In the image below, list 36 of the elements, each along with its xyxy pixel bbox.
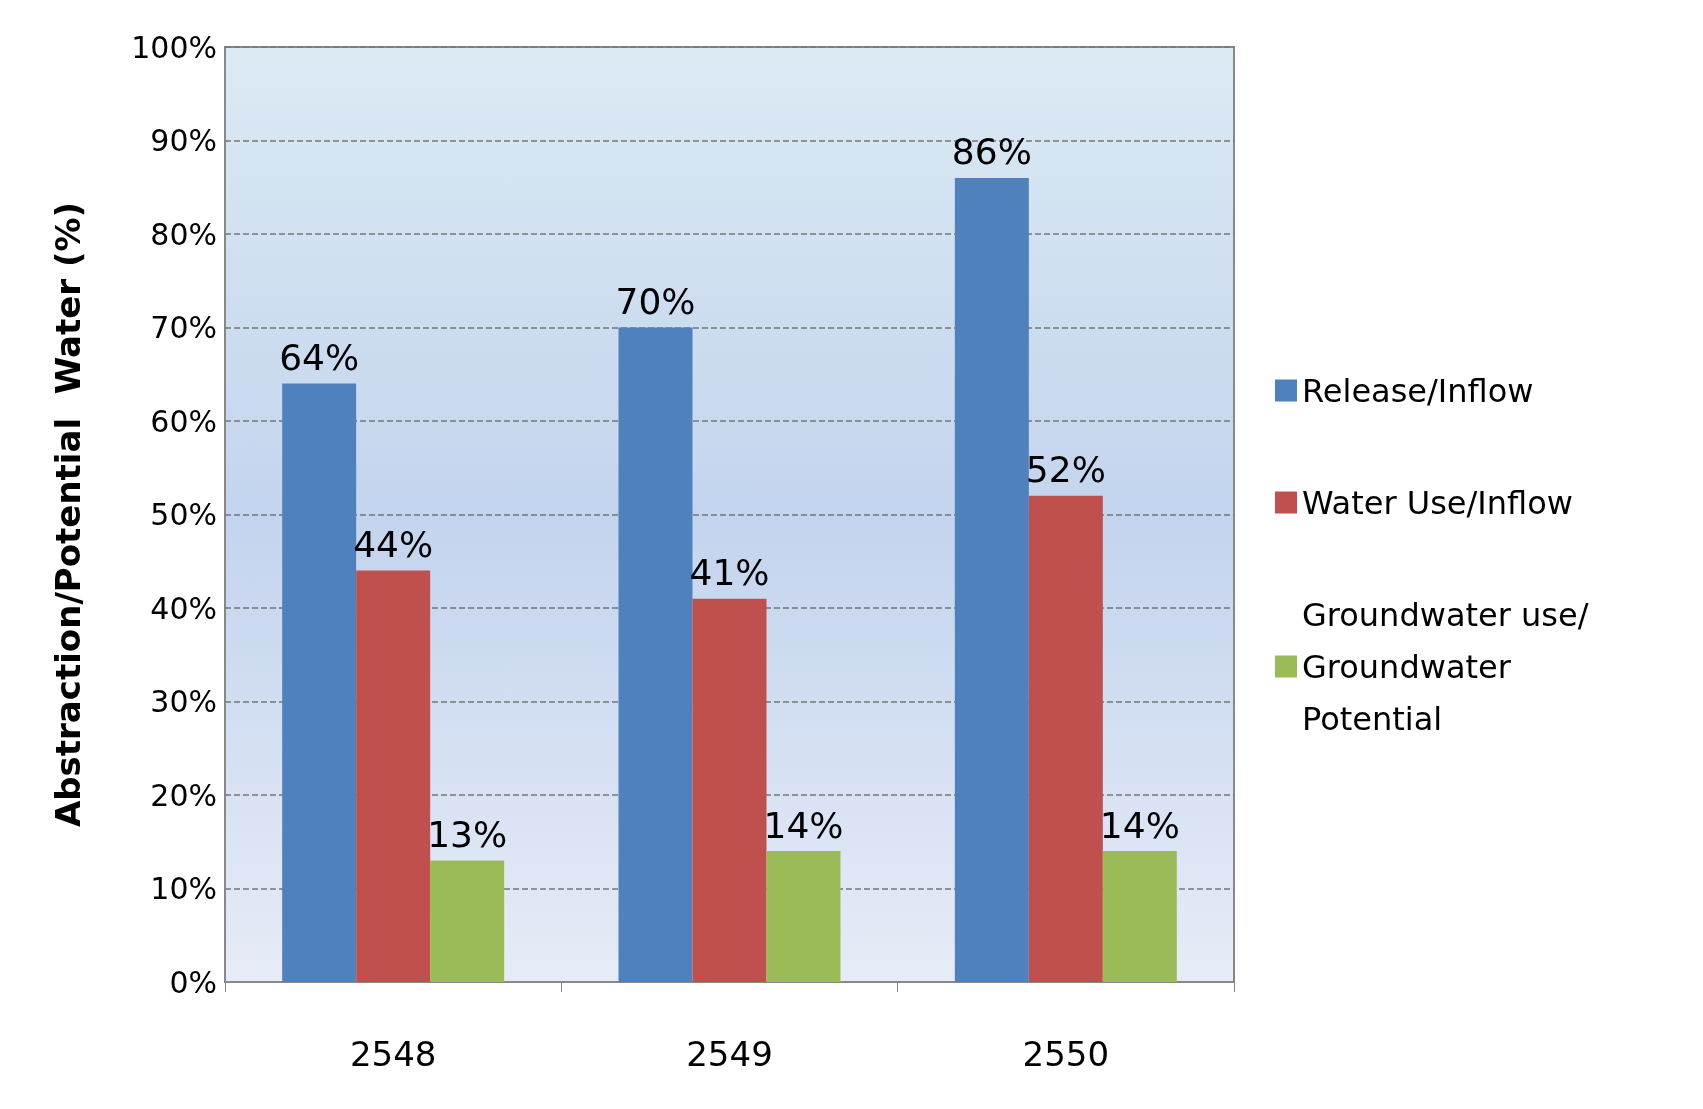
data-label: 44% [353,524,434,566]
y-tick-label: 10% [150,871,217,906]
bar [692,598,767,982]
y-tick-label: 100% [131,29,217,65]
y-tick-label: 70% [150,310,217,345]
y-tick-label: 20% [150,777,217,813]
y-tick-label: 90% [150,123,217,158]
data-label: 70% [615,281,696,322]
y-tick-label: 50% [150,497,217,532]
data-label: 14% [1099,804,1180,846]
y-tick-label: 80% [150,216,217,252]
legend-label: Release/Inflow [1302,371,1534,410]
bar [618,327,693,982]
y-tick-label: 40% [150,590,217,626]
x-tick-label: 2548 [349,1034,437,1074]
bar [954,177,1029,982]
data-label: 52% [1025,449,1106,491]
y-tick-label: 0% [169,964,217,1000]
bar [356,570,431,982]
x-tick-label: 2549 [686,1034,773,1074]
bar [1102,851,1177,982]
data-label: 64% [279,337,360,379]
y-axis-title: Abstraction/Potential Water (%) [48,201,88,828]
y-tick-label: 30% [150,684,217,719]
bar [766,851,841,982]
data-label: 13% [427,813,508,855]
legend-label: Groundwater use/Groundwater Potential [1302,595,1589,738]
bar [430,860,505,982]
data-label: 86% [951,131,1032,173]
bar [282,383,357,982]
bar [1028,495,1103,982]
y-tick-label: 60% [150,403,217,439]
x-tick-label: 2550 [1022,1034,1110,1074]
data-label: 41% [689,552,770,594]
data-label: 14% [763,804,844,846]
legend-label: Water Use/Inflow [1302,483,1573,522]
